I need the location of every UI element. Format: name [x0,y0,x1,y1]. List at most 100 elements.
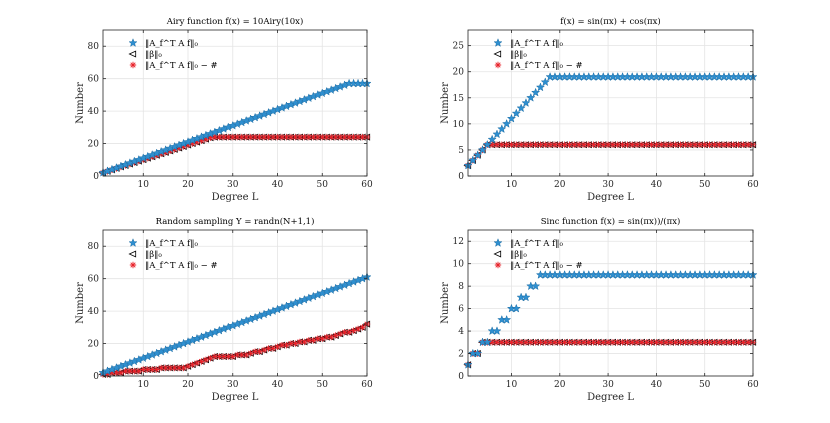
data-point-asterisk [711,141,718,148]
data-point-asterisk [498,339,506,346]
x-tick-label: 50 [699,180,711,190]
legend-marker-triangle [493,250,502,258]
data-point-star [472,150,483,160]
legend-marker-star [128,238,138,247]
data-point-asterisk [278,133,286,141]
data-point-star [511,108,521,118]
chart-title: Random sampling Y = randn(N+1,1) [156,216,315,227]
data-point-asterisk [643,141,650,148]
series-star [463,72,758,170]
legend-marker-asterisk [129,61,137,69]
data-point-asterisk [546,141,554,148]
x-tick-label: 20 [182,180,194,190]
chart-title: f(x) = sin(πx) + cos(πx) [560,16,660,27]
data-point-asterisk [624,141,631,148]
y-tick-label: 10 [453,120,465,130]
data-point-asterisk [189,361,196,368]
data-point-asterisk [513,141,520,148]
data-point-asterisk [269,345,277,352]
y-axis-label: Number [440,282,451,324]
x-tick-label: 20 [554,380,566,390]
data-point-asterisk [542,339,549,346]
data-point-asterisk [328,133,335,141]
data-point-asterisk [350,327,357,334]
data-point-asterisk [323,133,330,141]
data-point-asterisk [735,339,742,346]
data-point-asterisk [301,338,308,346]
data-point-star [521,98,531,107]
x-tick-label: 50 [317,380,329,390]
data-point-asterisk [265,345,272,352]
data-point-asterisk [135,367,142,375]
data-point-asterisk [328,333,335,341]
x-tick-label: 10 [506,380,518,390]
legend-marker-triangle [128,250,137,258]
y-tick-label: 20 [88,340,100,350]
data-point-asterisk [537,339,544,346]
data-point-asterisk [575,339,583,346]
data-point-asterisk [319,133,326,141]
data-point-asterisk [561,339,568,346]
data-point-star [535,82,546,92]
data-point-asterisk [278,341,286,349]
data-point-star [530,281,541,291]
data-point-asterisk [140,366,147,373]
data-point-asterisk [609,141,617,148]
data-point-asterisk [332,133,339,141]
data-point-star [492,326,502,336]
data-point-asterisk [542,141,549,148]
data-point-asterisk [149,366,156,373]
data-point-asterisk [350,133,357,141]
data-point-asterisk [336,330,344,338]
y-tick-label: 40 [88,307,100,317]
data-point-asterisk [653,141,660,148]
data-point-asterisk [144,366,151,373]
data-point-asterisk [184,363,192,370]
x-axis-label: Degree L [212,392,259,403]
data-point-asterisk [242,351,250,359]
data-point-asterisk [310,337,317,344]
data-point-asterisk [638,339,646,346]
data-point-asterisk [104,371,111,378]
data-point-asterisk [292,133,299,141]
data-point-asterisk [595,339,602,346]
data-point-asterisk [180,364,187,372]
legend-marker-asterisk [494,261,502,269]
plot-area [468,230,753,376]
data-point-asterisk [571,141,578,148]
y-tick-label: 25 [453,42,465,52]
data-point-asterisk [251,133,259,141]
data-point-asterisk [314,335,321,342]
series-star [98,78,372,177]
data-point-asterisk [643,339,650,346]
data-point-star [482,337,493,347]
data-point-asterisk [648,339,655,346]
data-point-asterisk [691,141,699,148]
data-point-asterisk [220,133,228,141]
data-point-asterisk [220,353,228,360]
data-point-star [497,124,507,134]
data-point-asterisk [345,133,353,141]
y-tick-label: 6 [458,305,464,315]
data-point-asterisk [633,141,641,148]
data-point-asterisk [256,348,263,355]
legend-entry: ‖A_f^T A f‖₀ − # [510,61,583,71]
series-asterisk [99,320,371,378]
data-point-asterisk [162,149,169,156]
data-point-asterisk [604,339,612,346]
data-point-asterisk [166,147,174,155]
data-point-asterisk [585,339,592,346]
data-point-asterisk [614,339,621,346]
x-tick-label: 50 [317,180,329,190]
data-point-asterisk [354,325,362,333]
data-point-star [492,129,502,139]
data-point-star [487,134,497,144]
data-point-asterisk [687,141,694,148]
legend-entry: ‖β‖₀ [145,250,162,260]
data-point-asterisk [274,133,281,141]
data-point-asterisk [354,133,362,141]
subplot-1: 10 20 30 40 50 60 0 20 40 60 80 Airy function f(x) … [75,16,373,203]
axes-box [467,29,754,177]
data-point-asterisk [157,150,165,157]
data-point-asterisk [216,353,223,360]
